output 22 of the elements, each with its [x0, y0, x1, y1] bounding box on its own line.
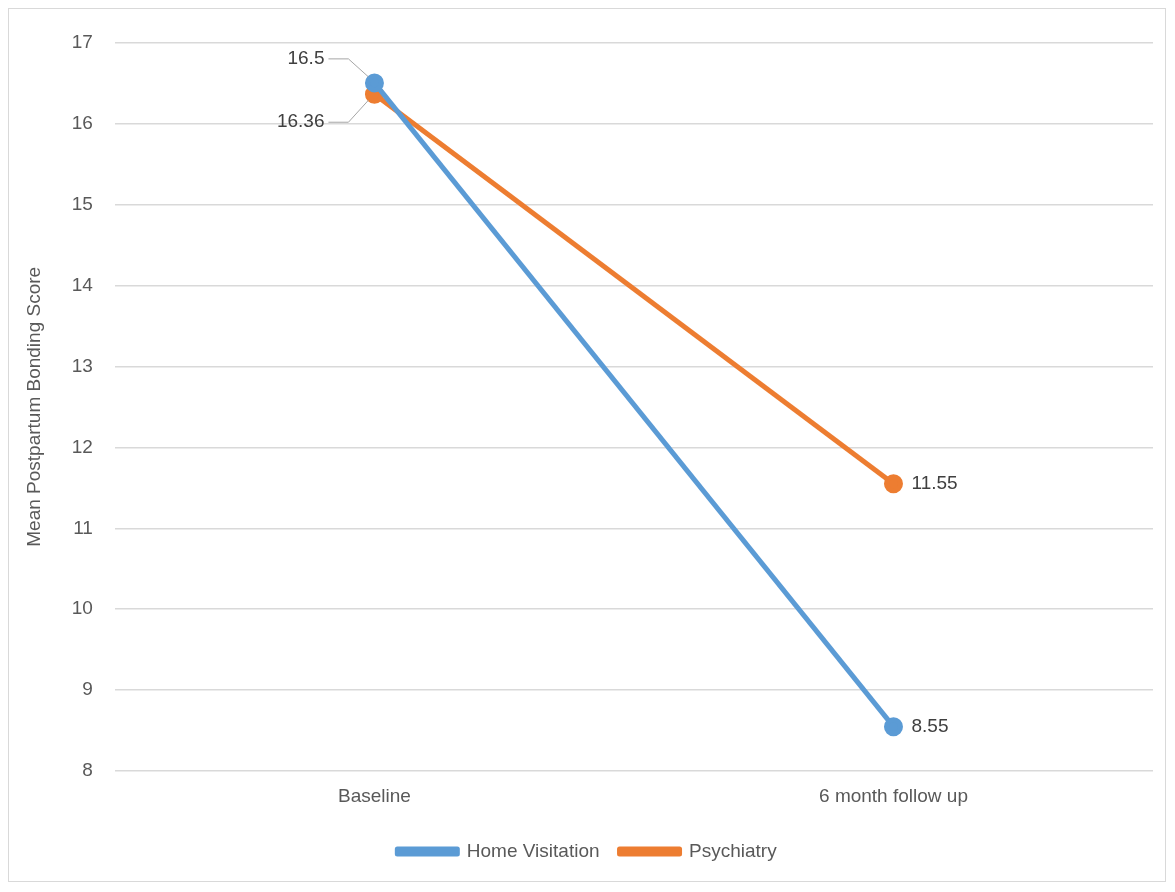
y-tick-label: 12: [71, 435, 93, 457]
y-tick-label: 16: [71, 111, 93, 133]
y-tick-label: 14: [71, 273, 94, 295]
data-label: 8.55: [911, 714, 949, 736]
y-tick-label: 15: [71, 192, 93, 214]
x-tick-label: 6 month follow up: [819, 784, 968, 806]
data-label: 11.55: [911, 471, 958, 493]
y-tick-label: 13: [71, 354, 93, 376]
y-tick-label: 11: [73, 516, 93, 538]
y-tick-label: 17: [71, 30, 93, 52]
legend-label: Home Visitation: [466, 839, 600, 861]
data-label: 16.5: [287, 47, 325, 69]
y-axis-title: Mean Postpartum Bonding Score: [22, 266, 44, 547]
data-label: 16.36: [276, 110, 325, 132]
x-tick-label: Baseline: [338, 784, 411, 806]
y-tick-label: 8: [82, 759, 93, 781]
y-tick-label: 10: [71, 597, 93, 619]
point: [883, 717, 903, 737]
point: [364, 73, 384, 93]
legend-label: Psychiatry: [689, 839, 778, 861]
point: [883, 474, 903, 494]
y-tick-label: 9: [82, 678, 93, 700]
